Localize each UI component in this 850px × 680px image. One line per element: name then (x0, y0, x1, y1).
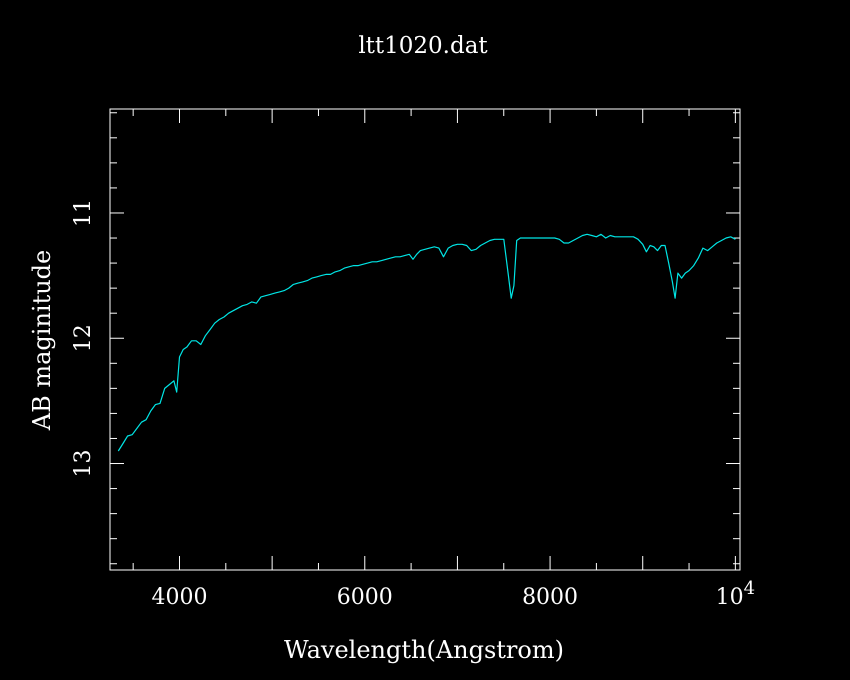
chart-title: ltt1020.dat (358, 33, 488, 59)
x-tick-label: 6000 (337, 585, 393, 610)
x-tick-label: 8000 (522, 585, 578, 610)
x-tick-exponent: 4 (744, 578, 755, 599)
y-tick-labels: 11 12 13 (71, 199, 96, 478)
plot-frame (109, 108, 741, 571)
axis-ticks (110, 109, 740, 570)
series-line (117, 233, 736, 452)
x-tick-labels: 4000 6000 8000 104 (151, 578, 755, 610)
y-tick-label: 11 (71, 199, 96, 227)
x-tick-label: 4000 (151, 585, 207, 610)
y-axis-label: AB maginitude (28, 250, 56, 432)
x-tick-label: 104 (716, 578, 755, 610)
y-tick-label: 12 (71, 324, 96, 352)
y-tick-label: 13 (71, 450, 96, 478)
x-axis-label: Wavelength(Angstrom) (284, 636, 564, 664)
